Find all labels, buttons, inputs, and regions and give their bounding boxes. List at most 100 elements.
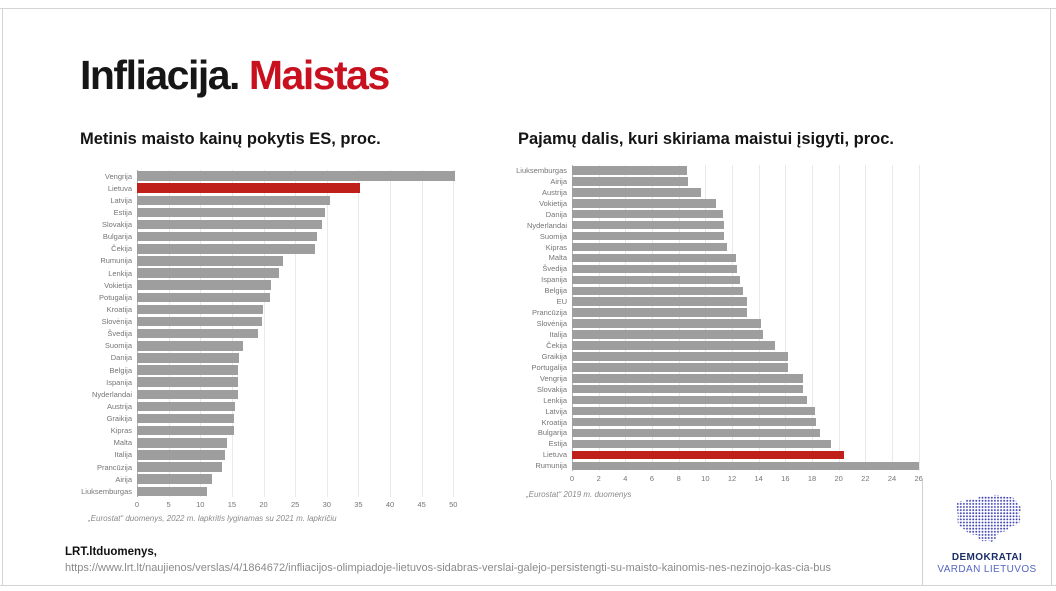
gridline [652,165,653,472]
category-label: Ispanija [541,275,567,285]
chart-row: Rumunija [506,460,928,471]
bar [572,286,743,296]
chart-row: Liuksemburgas [80,485,459,497]
gridline [812,165,813,472]
chart-row: Slovakija [506,384,928,395]
chart-row: Danija [506,209,928,220]
right-chart-title: Pajamų dalis, kuri skiriama maistui įsig… [518,130,894,148]
chart-row: Graikija [506,351,928,362]
axis-tick-label: 2 [596,474,601,484]
bar [137,425,234,436]
axis-tick-label: 45 [417,500,426,510]
bar [137,292,270,303]
category-label: Ispanija [106,377,132,387]
category-label: Liuksemburgas [81,486,132,496]
page-title-red: Maistas [248,52,390,98]
bar-track [572,460,928,471]
gridline [625,165,627,472]
bar-track [572,384,928,395]
chart-row: Austrija [506,187,928,198]
chart-row: Lietuva [80,182,459,194]
bar [137,377,238,387]
axis-tick-label: 10 [196,500,205,510]
category-label: Nyderlandai [526,220,567,230]
category-label: Švedija [107,329,132,339]
chart-row: Lietuva [506,449,928,460]
bar [137,341,243,351]
chart-row: Potugalija [80,291,459,303]
bar-track [137,255,459,267]
bar [572,428,820,438]
bar [572,417,816,427]
chart-row: Austrija [80,400,459,412]
bar-track [572,220,928,231]
food-income-share-chart: Liuksemburgas Airija Austrija Vokietija Dani… [506,165,928,485]
bar [137,316,263,327]
bar [137,438,227,448]
category-label: Nyderlandai [91,389,132,399]
bar [572,177,688,186]
chart-row: Italija [80,449,459,461]
bar-track [137,279,459,291]
bar-track [572,362,928,373]
gridline [358,170,360,498]
bar-track [137,364,459,376]
chart-row: Nyderlandai [80,388,459,400]
bar-track [572,307,928,318]
axis-tick-label: 40 [385,500,395,510]
bar [572,220,724,230]
gridline [865,165,867,472]
axis-tick-label: 0 [134,500,140,510]
bar-track [572,285,928,296]
bar-track [137,376,459,388]
chart-row: Vengrija [80,170,459,182]
bar-track [137,194,459,206]
bar [572,231,724,241]
chart-row: Suomija [506,231,928,242]
bar-track [572,176,928,187]
bar-track [572,296,928,307]
chart-x-axis: 0 5 10 15 20 25 30 35 40 45 50 [134,497,459,511]
category-label: Liuksemburgas [516,165,567,175]
bar [137,401,236,412]
category-label: Slovėnija [536,319,567,329]
bar-track [137,473,459,485]
bar-track [572,329,928,340]
chart-row: Lenkija [80,267,459,279]
bar-track [572,263,928,274]
category-label: Rumunija [100,256,132,266]
bar-track [572,351,928,362]
bar [572,209,723,219]
gridline [390,170,392,498]
axis-tick-label: 4 [623,474,628,484]
category-label: Lenkija [543,395,567,405]
bar [572,363,788,372]
right-chart-footnote: „Eurostat“ 2019 m. duomenys [526,490,632,499]
bar-track [572,438,928,449]
chart-row: Lenkija [506,395,928,406]
bar-track [137,425,459,437]
chart-row: Kipras [80,425,459,437]
chart-row: Belgija [506,285,928,296]
axis-tick-label: 14 [754,474,763,484]
chart-row: Slovakija [80,219,459,231]
chart-row: Vokietija [80,279,459,291]
axis-tick-label: 24 [887,474,897,484]
axis-tick-label: 16 [781,474,790,484]
category-label: Bulgarija [102,232,132,242]
axis-tick-label: 5 [166,500,171,510]
bar-track [137,449,459,461]
party-logo: DEMOKRATAI VARDAN LIETUVOS [922,480,1052,585]
logo-name: DEMOKRATAI [951,552,1023,563]
category-label: Belgija [544,286,567,296]
bar [137,353,239,363]
bar [137,256,284,266]
axis-tick-label: 50 [449,500,458,510]
category-label: Airija [550,176,567,186]
category-label: Švedija [542,264,567,274]
chart-row: Čekija [506,340,928,351]
footer-url-link[interactable]: https://www.lrt.lt/naujienos/verslas/4/1… [65,562,832,574]
gridline [838,165,840,472]
gridline [705,165,707,472]
frame-line-top [0,8,1056,9]
